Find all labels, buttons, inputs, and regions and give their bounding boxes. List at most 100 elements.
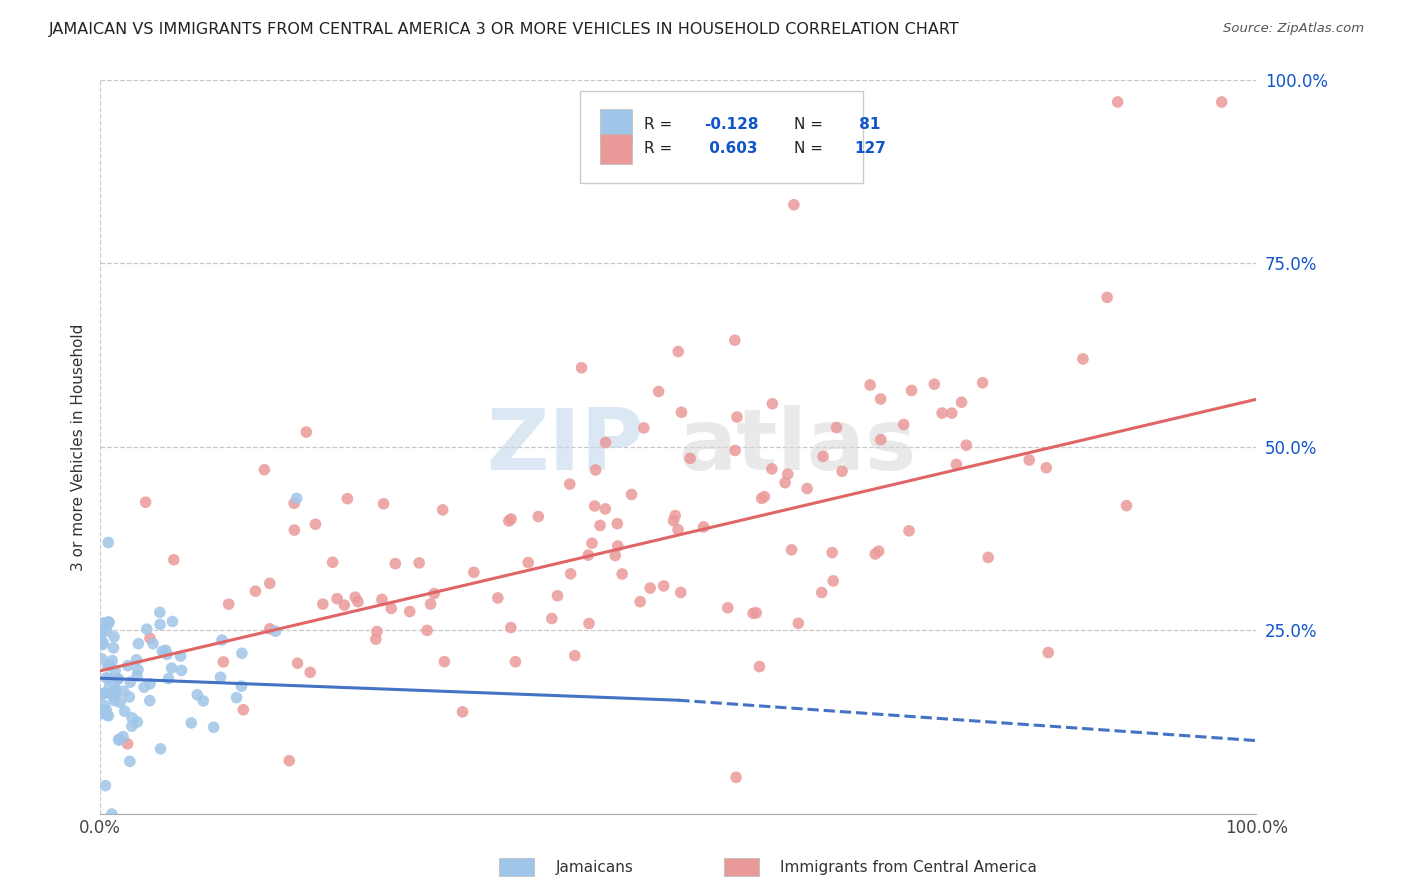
Point [96,671,118,685]
Point [498,514,520,528]
Point [610,567,633,582]
Point [451,705,474,719]
Point [278,754,301,768]
Point [132,680,155,694]
Text: -0.128: -0.128 [703,117,758,132]
Point [117,737,139,751]
Point [751,491,773,506]
Point [869,392,891,406]
Point [96,703,118,717]
Point [898,524,921,538]
Point [180,715,202,730]
Point [285,491,308,506]
Point [93,686,115,700]
Point [823,574,845,588]
Point [135,622,157,636]
Point [669,585,692,599]
Point [868,544,890,558]
Point [679,451,702,466]
Point [671,405,693,419]
Point [761,397,783,411]
Point [825,420,848,434]
Point [589,518,612,533]
Point [463,566,485,580]
Text: 0.603: 0.603 [703,142,758,156]
Point [259,622,281,636]
Point [373,497,395,511]
Point [595,435,617,450]
Point [859,378,882,392]
Point [295,425,318,439]
Point [633,421,655,435]
Point [742,607,765,621]
Point [163,553,186,567]
Point [231,646,253,660]
Point [527,509,550,524]
Point [571,360,593,375]
Point [202,720,225,734]
Point [717,600,740,615]
Point [125,653,148,667]
Point [333,598,356,612]
Point [94,779,117,793]
Y-axis label: 3 or more Vehicles in Household: 3 or more Vehicles in Household [72,323,86,571]
Point [821,546,844,560]
Point [91,652,114,666]
Point [121,711,143,725]
Point [628,595,651,609]
Point [754,490,776,504]
Point [283,523,305,537]
Point [299,665,322,680]
Point [97,672,120,686]
Text: Immigrants from Central America: Immigrants from Central America [780,860,1038,874]
Point [977,550,1000,565]
Point [344,590,367,604]
Point [605,549,627,563]
Point [111,730,134,744]
Point [125,669,148,683]
Point [127,663,149,677]
Point [218,597,240,611]
FancyBboxPatch shape [581,91,863,183]
Point [225,690,247,705]
Point [408,556,430,570]
Point [924,377,946,392]
Point [160,661,183,675]
Point [432,503,454,517]
Point [232,703,254,717]
Point [364,632,387,647]
Point [253,463,276,477]
Point [112,684,135,698]
Point [499,512,522,526]
Bar [599,134,633,164]
Point [1071,351,1094,366]
Point [1211,95,1233,109]
Point [135,495,157,509]
Point [499,621,522,635]
Point [748,659,770,673]
Point [773,475,796,490]
Point [212,655,235,669]
Point [103,640,125,655]
Point [155,643,177,657]
Point [776,467,799,482]
Point [581,536,603,550]
Point [209,670,232,684]
Point [620,487,643,501]
Text: R =: R = [644,117,676,132]
Point [90,687,112,701]
Point [98,658,121,673]
Point [380,601,402,615]
Text: Source: ZipAtlas.com: Source: ZipAtlas.com [1223,22,1364,36]
Point [98,680,121,694]
Point [326,591,349,606]
Point [780,542,803,557]
Point [1038,646,1060,660]
Point [186,688,208,702]
Point [384,557,406,571]
Point [98,615,121,630]
Point [398,605,420,619]
Point [558,477,581,491]
Point [118,755,141,769]
Point [547,589,569,603]
